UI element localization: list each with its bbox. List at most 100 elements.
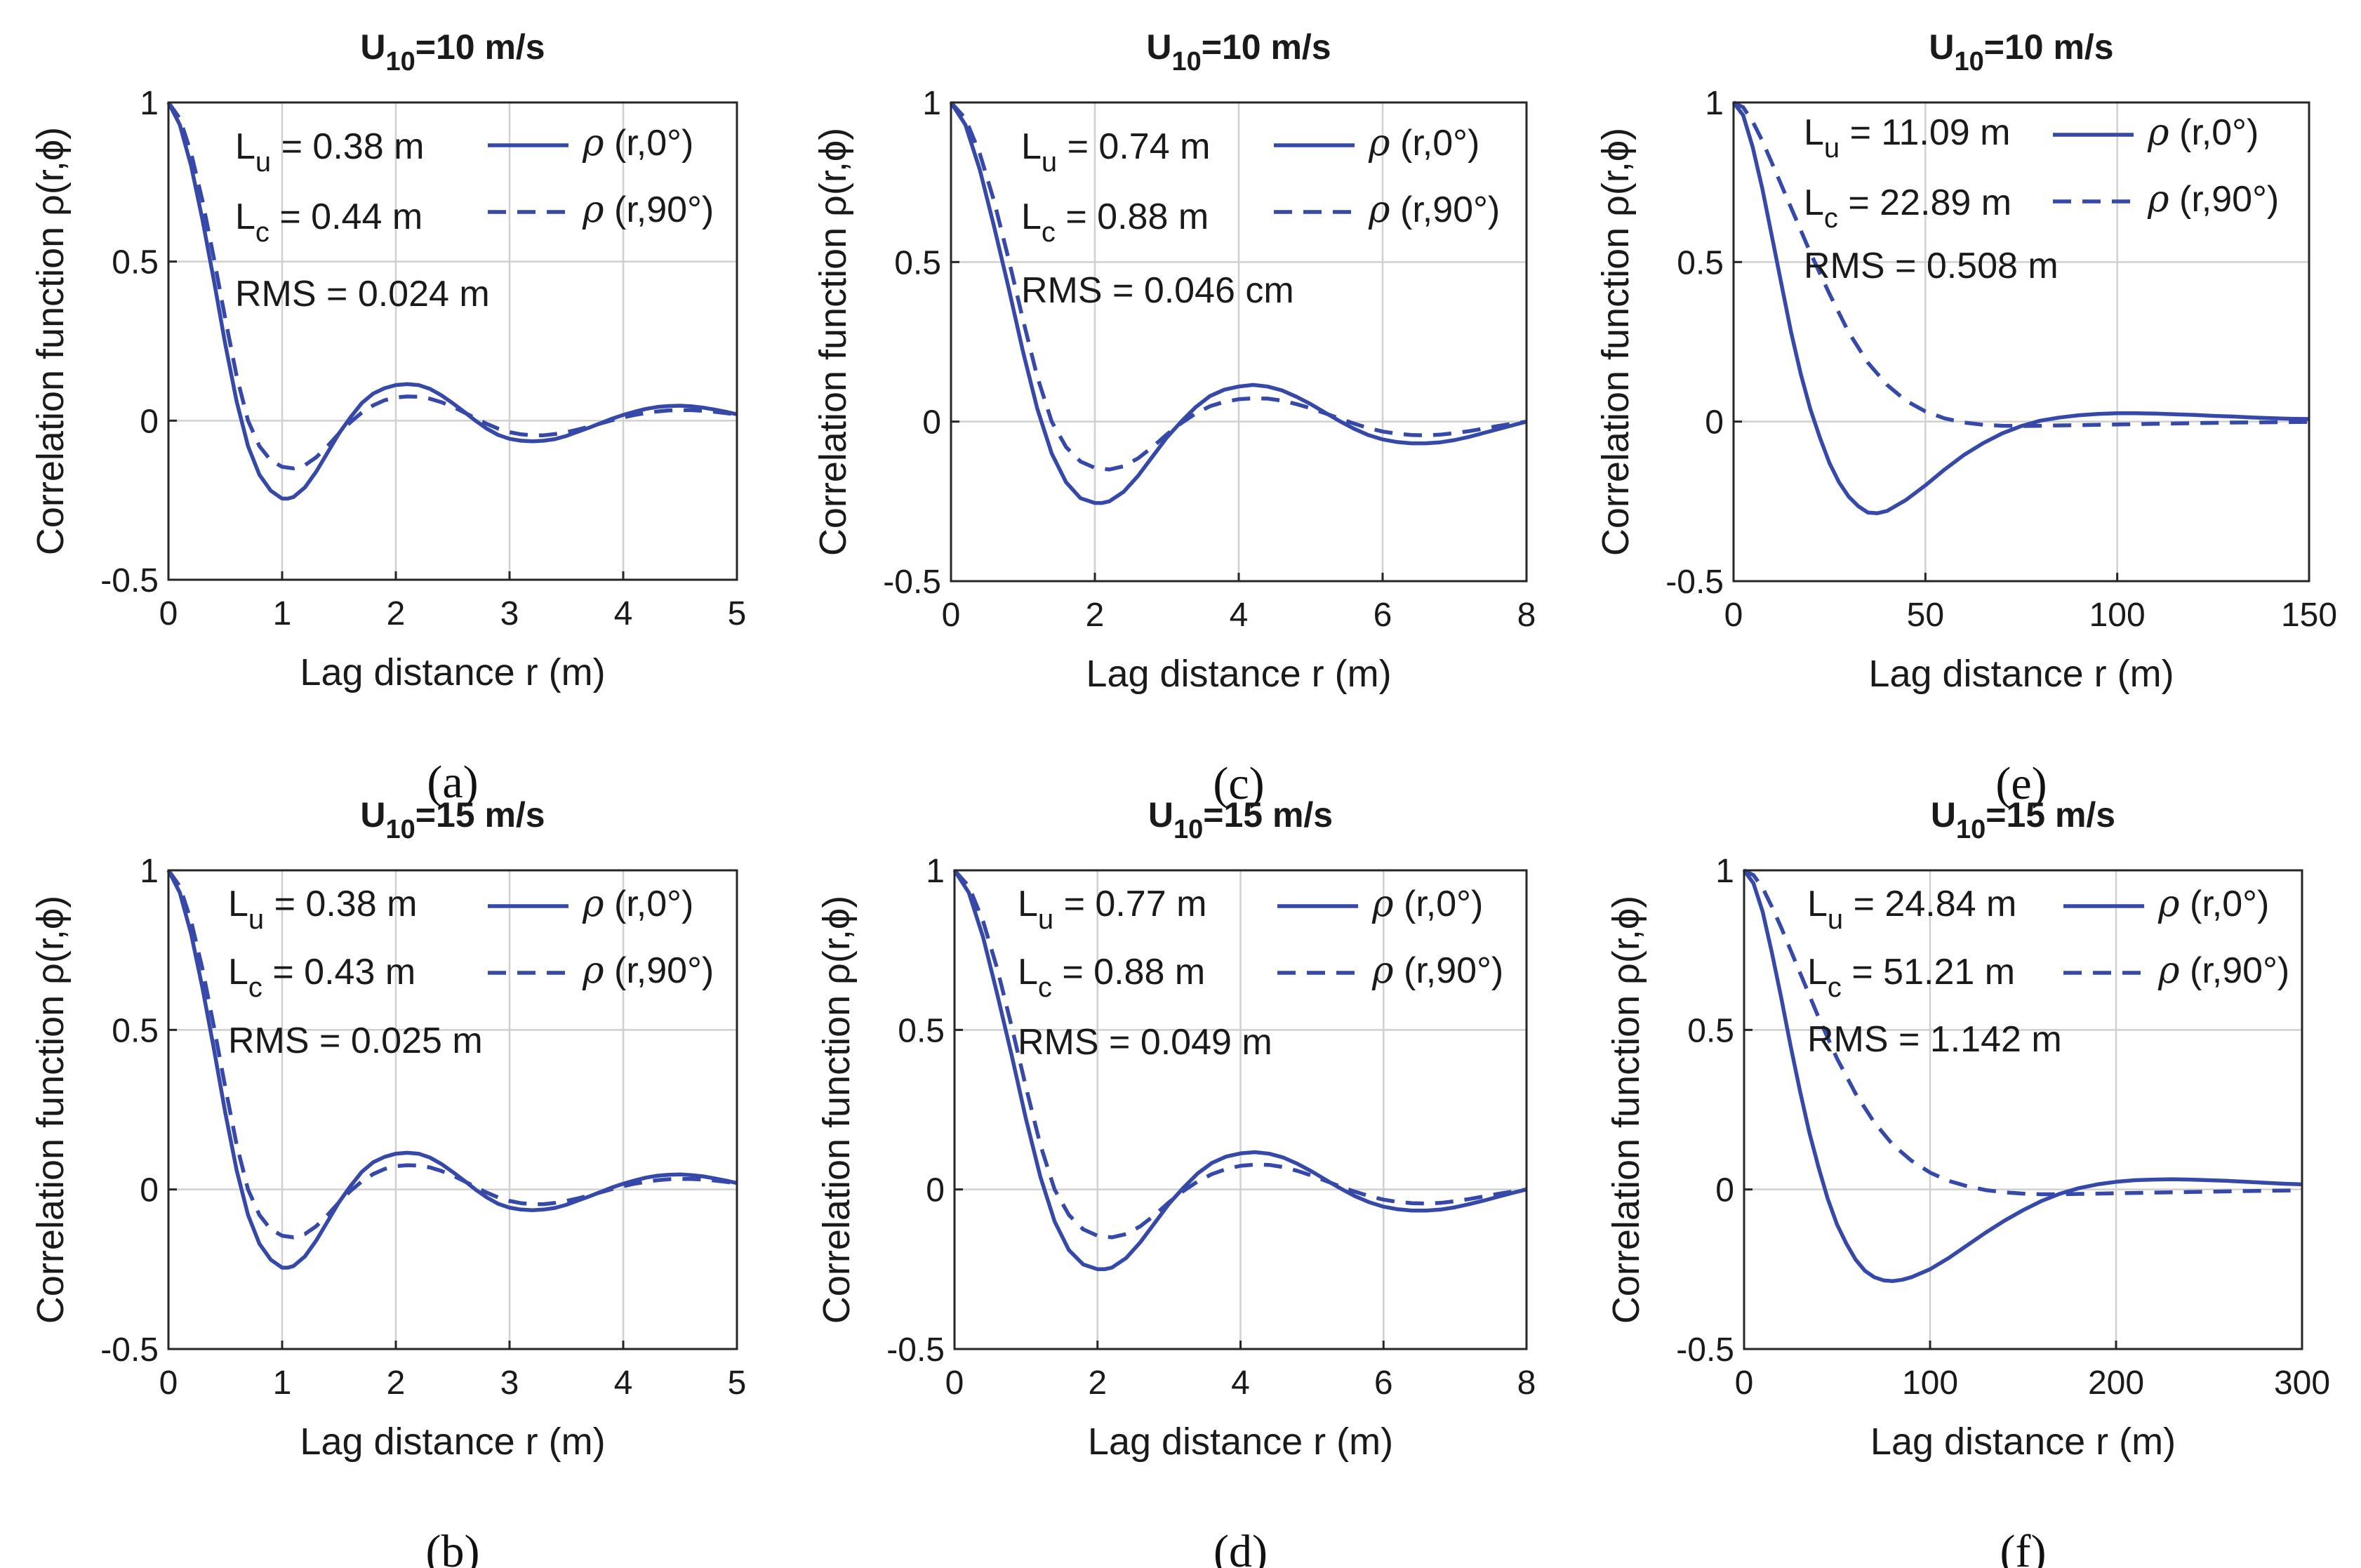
lu-subscript: u: [248, 904, 264, 935]
legend-rho-symbol: ρ: [1368, 122, 1390, 164]
legend-text: (r,0°): [2169, 112, 2259, 153]
x-tick-label: 1: [273, 595, 292, 632]
y-tick-label: 0: [1705, 404, 1724, 441]
legend-rho-symbol: ρ: [2157, 883, 2180, 925]
series-line-rho-90: [1732, 100, 2310, 428]
legend-text: (r,90°): [1390, 190, 1501, 230]
legend-entry: ρ (r,0°): [1371, 883, 1483, 925]
lu-annotation: Lu = 11.09 m: [1804, 112, 2010, 164]
lc-symbol: L: [1807, 952, 1828, 992]
x-tick-label: 2: [1086, 597, 1105, 634]
y-axis-label: Correlation function ρ(r,ϕ): [1605, 896, 1647, 1324]
x-tick-label: 200: [2088, 1364, 2144, 1402]
lc-value: = 0.88 m: [1056, 197, 1209, 237]
x-tick-label: 50: [1907, 597, 1944, 634]
lc-subscript: c: [1828, 972, 1842, 1003]
lu-value: = 0.74 m: [1057, 126, 1210, 167]
y-tick-label: 1: [140, 85, 159, 122]
series-line-rho-0: [1742, 869, 2303, 1283]
x-tick-label: 1: [273, 1364, 292, 1402]
lu-subscript: u: [1038, 904, 1053, 935]
y-tick-label: 0.5: [112, 244, 159, 281]
y-tick-label: 0.5: [898, 1012, 945, 1049]
legend-entry: ρ (r,90°): [2147, 178, 2279, 220]
legend-text: (r,90°): [1394, 950, 1504, 991]
x-tick-label: 4: [1230, 597, 1249, 634]
x-axis-label: Lag distance r (m): [1088, 1421, 1393, 1463]
x-tick-label: 2: [387, 595, 406, 632]
lu-subscript: u: [1828, 904, 1843, 935]
rms-annotation: RMS = 0.024 m: [235, 274, 490, 314]
y-tick-label: -0.5: [883, 564, 941, 601]
x-tick-label: 3: [500, 595, 519, 632]
legend-entry: ρ (r,90°): [582, 189, 714, 231]
x-tick-label: 5: [728, 1364, 747, 1402]
legend-entry: ρ (r,90°): [1368, 189, 1500, 231]
lu-value: = 24.84 m: [1843, 884, 2016, 924]
y-tick-label: 1: [1715, 853, 1734, 890]
y-tick-label: 0.5: [894, 244, 941, 281]
title-prefix: U: [1146, 27, 1171, 67]
series-line-rho-0: [952, 869, 1527, 1272]
legend-rho-symbol: ρ: [2147, 178, 2169, 220]
y-tick-label: 0.5: [1677, 244, 1724, 281]
x-tick-label: 4: [614, 595, 633, 632]
lu-subscript: u: [1042, 147, 1057, 178]
chart-title: U10=15 m/s: [1931, 795, 2115, 844]
lu-annotation: Lu = 0.77 m: [1018, 884, 1206, 935]
series-line-rho-90: [166, 101, 738, 471]
x-tick-label: 0: [945, 1364, 964, 1402]
x-tick-label: 100: [1902, 1364, 1958, 1402]
panel-label: (e): [1995, 758, 2047, 809]
legend-entry: ρ (r,0°): [582, 883, 693, 925]
lu-symbol: L: [1018, 884, 1038, 924]
x-axis-label: Lag distance r (m): [1868, 653, 2174, 695]
lu-value: = 0.77 m: [1053, 884, 1206, 924]
x-tick-label: 0: [159, 1364, 178, 1402]
x-tick-label: 5: [728, 595, 747, 632]
x-tick-label: 150: [2281, 597, 2337, 634]
legend-text: (r,0°): [1394, 884, 1484, 924]
y-axis-label: Correlation function ρ(r,ϕ): [812, 128, 854, 556]
lu-value: = 0.38 m: [271, 126, 424, 167]
y-tick-label: -0.5: [1665, 564, 1724, 601]
panel-label: (d): [1213, 1526, 1268, 1568]
x-tick-label: 0: [942, 597, 961, 634]
y-tick-label: 1: [926, 853, 945, 890]
legend-rho-symbol: ρ: [582, 189, 604, 231]
title-suffix: =15 m/s: [415, 795, 545, 835]
x-tick-label: 0: [159, 595, 178, 632]
lc-annotation: Lc = 0.88 m: [1021, 197, 1209, 248]
legend-entry: ρ (r,0°): [1368, 122, 1479, 164]
title-suffix: =10 m/s: [1984, 27, 2114, 67]
legend-entry: ρ (r,90°): [1371, 950, 1503, 992]
lc-symbol: L: [1804, 182, 1824, 223]
rms-annotation: RMS = 0.049 m: [1018, 1022, 1272, 1063]
lu-value: = 0.38 m: [264, 884, 417, 924]
lu-symbol: L: [1807, 884, 1828, 924]
lc-subscript: c: [248, 972, 262, 1003]
panel-label: (f): [2000, 1526, 2047, 1568]
lc-annotation: Lc = 51.21 m: [1807, 952, 2015, 1003]
lc-symbol: L: [228, 952, 248, 992]
legend-entry: ρ (r,90°): [2157, 950, 2289, 992]
lc-annotation: Lc = 0.44 m: [235, 197, 423, 248]
y-tick-label: 0: [922, 404, 941, 441]
y-axis-label: Correlation function ρ(r,ϕ): [1595, 128, 1637, 556]
lc-value: = 0.88 m: [1052, 952, 1205, 992]
y-tick-label: -0.5: [1676, 1331, 1734, 1369]
legend-text: (r,90°): [2169, 179, 2280, 220]
x-tick-label: 8: [1517, 1364, 1536, 1402]
lc-annotation: Lc = 0.43 m: [228, 952, 415, 1003]
lu-symbol: L: [1804, 112, 1824, 153]
x-axis-label: Lag distance r (m): [1870, 1421, 2176, 1463]
lu-annotation: Lu = 0.38 m: [235, 126, 424, 178]
chart-title: U10=10 m/s: [1929, 27, 2113, 77]
lu-annotation: Lu = 24.84 m: [1807, 884, 2016, 935]
rms-annotation: RMS = 1.142 m: [1807, 1019, 2062, 1060]
series-line-rho-90: [949, 101, 1527, 472]
